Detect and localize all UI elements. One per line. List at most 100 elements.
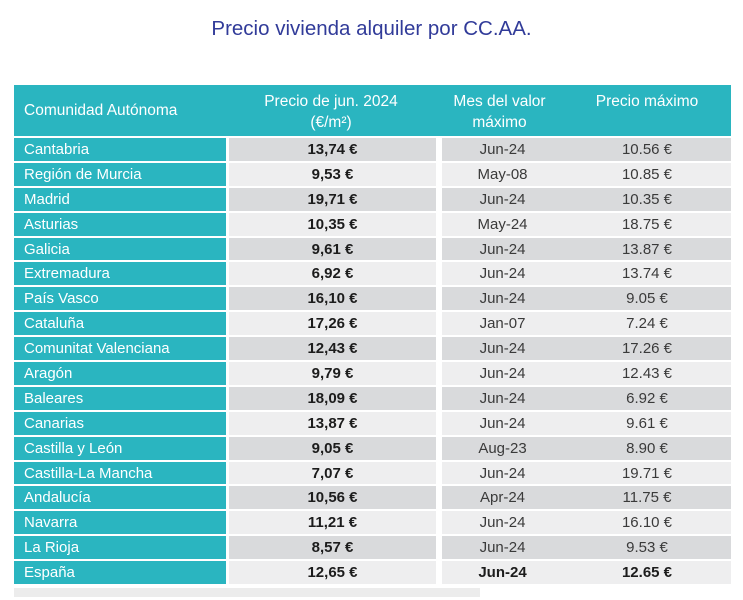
data-table: Comunidad Autónoma Precio de jun. 2024 (… <box>14 85 731 585</box>
region-cell: Castilla y León <box>14 436 226 460</box>
region-cell: La Rioja <box>14 536 226 560</box>
table-row: Cantabria 13,74 € Jun-24 10.56 € <box>14 136 731 161</box>
max-month-cell: Jun-24 <box>436 138 563 161</box>
price-cell: 17,26 € <box>226 312 436 336</box>
price-cell: 7,07 € <box>226 461 436 485</box>
region-cell: Andalucía <box>14 486 226 510</box>
price-cell: 16,10 € <box>226 287 436 311</box>
price-cell: 6,92 € <box>226 262 436 286</box>
table-row: País Vasco 16,10 € Jun-24 9.05 € <box>14 285 731 311</box>
header-cell-region-label: Comunidad Autónoma <box>24 102 178 119</box>
max-price-cell: 11.75 € <box>563 486 731 510</box>
header-cell-region: Comunidad Autónoma <box>14 85 226 136</box>
price-cell: 9,79 € <box>226 362 436 385</box>
max-price-cell: 7.24 € <box>563 312 731 336</box>
header-cell-max-price: Precio máximo <box>595 93 699 110</box>
max-price-cell: 19.71 € <box>563 461 731 485</box>
table-row: Región de Murcia 9,53 € May-08 10.85 € <box>14 160 731 186</box>
price-cell: 10,56 € <box>226 486 436 510</box>
max-price-cell: 10.35 € <box>563 187 731 211</box>
price-cell: 8,57 € <box>226 536 436 560</box>
table-row: Extremadura 6,92 € Jun-24 13.74 € <box>14 260 731 286</box>
max-price-cell: 16.10 € <box>563 511 731 535</box>
region-cell: Castilla-La Mancha <box>14 461 226 485</box>
table-row: Baleares 18,09 € Jun-24 6.92 € <box>14 384 731 410</box>
max-month-cell: May-24 <box>436 212 563 236</box>
max-price-cell: 9.61 € <box>563 411 731 435</box>
max-month-cell: May-08 <box>436 162 563 186</box>
price-cell: 13,87 € <box>226 411 436 435</box>
max-month-cell: Jun-24 <box>436 337 563 361</box>
table-row: Castilla y León 9,05 € Aug-23 8.90 € <box>14 434 731 460</box>
table-row: Asturias 10,35 € May-24 18.75 € <box>14 210 731 236</box>
table-row: La Rioja 8,57 € Jun-24 9.53 € <box>14 534 731 560</box>
header-cell-price-line1: Precio de jun. 2024 <box>264 93 398 110</box>
max-month-cell: Jun-24 <box>436 386 563 410</box>
max-price-cell: 10.85 € <box>563 162 731 186</box>
max-month-cell: Jun-24 <box>436 362 563 385</box>
region-cell: Cantabria <box>14 138 226 161</box>
price-cell: 9,53 € <box>226 162 436 186</box>
max-price-cell: 6.92 € <box>563 386 731 410</box>
max-price-cell: 18.75 € <box>563 212 731 236</box>
max-month-cell: Apr-24 <box>436 486 563 510</box>
max-month-cell: Jun-24 <box>436 187 563 211</box>
header-cell-price-line2: (€/m²) <box>310 114 352 131</box>
max-price-cell: 12.43 € <box>563 362 731 385</box>
table-header: Comunidad Autónoma Precio de jun. 2024 (… <box>14 85 731 136</box>
region-cell: Madrid <box>14 187 226 211</box>
price-cell: 9,05 € <box>226 436 436 460</box>
table-row: Madrid 19,71 € Jun-24 10.35 € <box>14 185 731 211</box>
region-cell: Galicia <box>14 237 226 261</box>
table-row: Castilla-La Mancha 7,07 € Jun-24 19.71 € <box>14 459 731 485</box>
max-month-cell: Jun-24 <box>436 262 563 286</box>
table-row: España 12,65 € Jun-24 12.65 € <box>14 559 731 585</box>
table-body: Cantabria 13,74 € Jun-24 10.56 € Región de M… <box>14 136 731 585</box>
max-price-cell: 8.90 € <box>563 436 731 460</box>
table-row: Galicia 9,61 € Jun-24 13.87 € <box>14 235 731 261</box>
max-month-cell: Aug-23 <box>436 436 563 460</box>
max-month-cell: Jun-24 <box>436 561 563 585</box>
region-cell: Aragón <box>14 362 226 385</box>
table-row: Canarias 13,87 € Jun-24 9.61 € <box>14 409 731 435</box>
price-cell: 10,35 € <box>226 212 436 236</box>
max-price-cell: 13.74 € <box>563 262 731 286</box>
region-cell: Cataluña <box>14 312 226 336</box>
table-row: Cataluña 17,26 € Jan-07 7.24 € <box>14 310 731 336</box>
max-month-cell: Jun-24 <box>436 237 563 261</box>
header-cell-max-month: Mes del valor máximo <box>453 93 546 131</box>
header-cell-price-jun-2024: Precio de jun. 2024 (€/m²) <box>226 85 436 136</box>
max-price-cell: 9.05 € <box>563 287 731 311</box>
max-month-cell: Jun-24 <box>436 287 563 311</box>
price-cell: 12,43 € <box>226 337 436 361</box>
region-cell: País Vasco <box>14 287 226 311</box>
region-cell: Extremadura <box>14 262 226 286</box>
price-cell: 18,09 € <box>226 386 436 410</box>
region-cell: Baleares <box>14 386 226 410</box>
price-cell: 11,21 € <box>226 511 436 535</box>
table-shadow <box>14 588 480 597</box>
region-cell: Región de Murcia <box>14 162 226 186</box>
max-month-cell: Jun-24 <box>436 511 563 535</box>
page-title: Precio vivienda alquiler por CC.AA. <box>211 17 532 40</box>
table-row: Comunitat Valenciana 12,43 € Jun-24 17.26 € <box>14 335 731 361</box>
region-cell: Comunitat Valenciana <box>14 337 226 361</box>
price-cell: 19,71 € <box>226 187 436 211</box>
max-price-cell: 17.26 € <box>563 337 731 361</box>
price-cell: 12,65 € <box>226 561 436 585</box>
region-cell: España <box>14 561 226 585</box>
max-month-cell: Jun-24 <box>436 536 563 560</box>
price-cell: 9,61 € <box>226 237 436 261</box>
max-month-cell: Jun-24 <box>436 461 563 485</box>
table-row: Aragón 9,79 € Jun-24 12.43 € <box>14 360 731 385</box>
max-month-cell: Jun-24 <box>436 411 563 435</box>
max-price-cell: 10.56 € <box>563 138 731 161</box>
price-cell: 13,74 € <box>226 138 436 161</box>
region-cell: Asturias <box>14 212 226 236</box>
max-month-cell: Jan-07 <box>436 312 563 336</box>
region-cell: Canarias <box>14 411 226 435</box>
max-price-cell: 9.53 € <box>563 536 731 560</box>
max-price-cell: 13.87 € <box>563 237 731 261</box>
table-row: Navarra 11,21 € Jun-24 16.10 € <box>14 509 731 535</box>
region-cell: Navarra <box>14 511 226 535</box>
